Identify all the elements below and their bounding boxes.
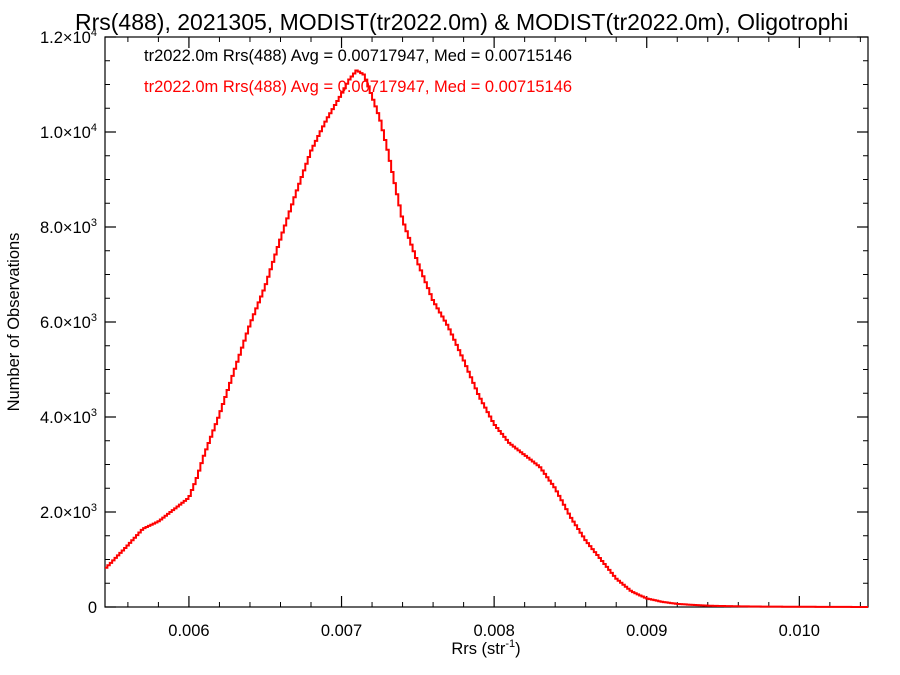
x-tick-label: 0.007 xyxy=(321,622,362,640)
y-tick-exponent: 4 xyxy=(91,122,97,134)
y-tick-label: 2.0×103 xyxy=(40,502,97,522)
x-axis-ticks: 0.006 0.007 0.008 0.009 0.010 xyxy=(127,37,861,640)
series-layer xyxy=(105,69,868,608)
y-tick-label: 1.0×104 xyxy=(40,122,97,142)
histogram-series-line xyxy=(105,69,868,608)
y-tick-label: 8.0×103 xyxy=(40,217,97,237)
y-tick-exponent: 3 xyxy=(91,502,97,514)
annotation-red: tr2022.0m Rrs(488) Avg = 0.00717947, Med… xyxy=(144,78,572,96)
x-tick-label: 0.008 xyxy=(473,622,514,640)
x-tick-label: 0.006 xyxy=(168,622,209,640)
y-tick-mantissa: 8.0×10 xyxy=(40,219,91,237)
y-axis-ticks: 02.0×1034.0×1036.0×1038.0×1031.0×1041.2×… xyxy=(40,27,868,617)
y-axis-label: Number of Observations xyxy=(5,233,23,412)
y-tick-mantissa: 1.2×10 xyxy=(40,29,91,47)
x-axis-label-sup: -1 xyxy=(505,638,515,650)
x-axis-label: Rrs (str-1) xyxy=(451,638,520,658)
y-tick-label: 1.2×104 xyxy=(40,27,97,47)
y-tick-exponent: 4 xyxy=(91,27,97,39)
y-tick-label: 6.0×103 xyxy=(40,312,97,332)
x-tick-label: 0.009 xyxy=(626,622,667,640)
y-tick-exponent: 3 xyxy=(91,407,97,419)
plot-frame xyxy=(104,36,869,608)
annotation-black: tr2022.0m Rrs(488) Avg = 0.00717947, Med… xyxy=(144,47,572,65)
y-tick-exponent: 3 xyxy=(91,312,97,324)
x-axis-label-close: ) xyxy=(515,640,521,658)
x-axis-label-main: Rrs (str xyxy=(451,640,506,658)
y-tick-mantissa: 4.0×10 xyxy=(40,409,91,427)
y-tick-exponent: 3 xyxy=(91,217,97,229)
y-tick-label: 0 xyxy=(88,599,97,617)
y-tick-label: 4.0×103 xyxy=(40,407,97,427)
x-tick-label: 0.010 xyxy=(779,622,820,640)
y-tick-mantissa: 1.0×10 xyxy=(40,124,91,142)
y-tick-mantissa: 2.0×10 xyxy=(40,504,91,522)
chart-title: Rrs(488), 2021305, MODIST(tr2022.0m) & M… xyxy=(75,9,848,35)
chart-annotations: tr2022.0m Rrs(488) Avg = 0.00717947, Med… xyxy=(144,47,572,96)
y-tick-mantissa: 0 xyxy=(88,599,97,617)
y-tick-mantissa: 6.0×10 xyxy=(40,314,91,332)
